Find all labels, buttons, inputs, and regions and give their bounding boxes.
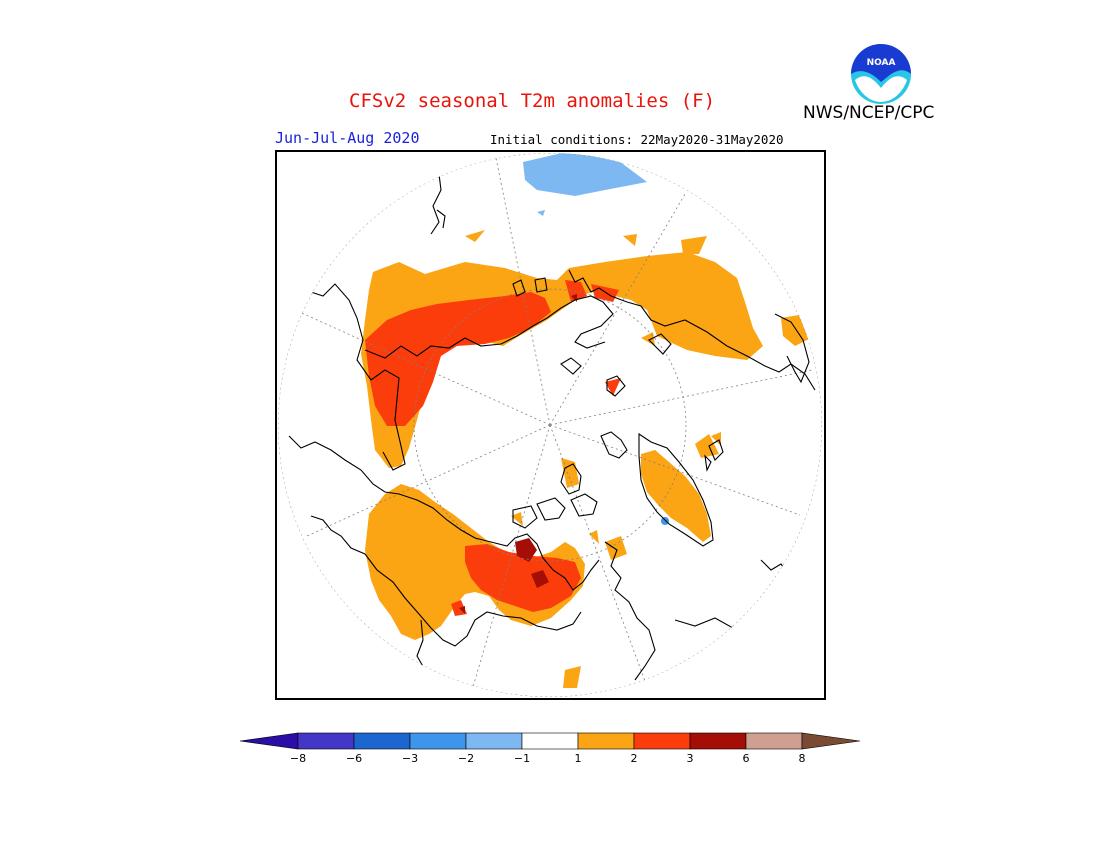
- colorbar-arrow-low: [239, 732, 299, 750]
- colorbar-tick-label: −3: [401, 752, 419, 765]
- anomaly-region-1-2: [641, 450, 711, 542]
- anomaly-region-3-6: [531, 570, 549, 588]
- anomaly-region-1-2: [589, 530, 599, 544]
- season-label: Jun-Jul-Aug 2020: [275, 129, 420, 147]
- noaa-logo: NOAA: [851, 44, 911, 104]
- colorbar-tick-label: 3: [686, 752, 694, 765]
- organization-label: NWS/NCEP/CPC: [803, 103, 935, 123]
- anomaly-region-3-6: [515, 538, 537, 562]
- colorbar-arrow-high: [801, 732, 861, 750]
- chart-title: CFSv2 seasonal T2m anomalies (F): [349, 90, 716, 112]
- colorbar-tick-label: −6: [345, 752, 363, 765]
- anomaly-region-1-2: [711, 432, 721, 446]
- colorbar-swatch: [409, 732, 467, 750]
- anomaly-map: [275, 150, 826, 700]
- anomaly-region-1-2: [605, 536, 627, 560]
- anomaly-region-1-2: [689, 302, 741, 342]
- anomaly-region-1-2: [511, 512, 523, 526]
- colorbar: [239, 732, 861, 750]
- anomaly-region-1-2: [425, 592, 435, 606]
- colorbar-swatch: [689, 732, 747, 750]
- anomaly-region-1-2: [681, 236, 707, 254]
- colorbar-swatch: [633, 732, 691, 750]
- colorbar-tick-label: 6: [742, 752, 750, 765]
- colorbar-tick-label: −8: [289, 752, 307, 765]
- svg-text:NOAA: NOAA: [867, 58, 896, 68]
- colorbar-swatch: [521, 732, 579, 750]
- anomaly-region-1-2: [465, 230, 485, 242]
- colorbar-swatch: [745, 732, 803, 750]
- anomaly-region-2-3: [365, 292, 551, 426]
- anomaly-patch-negative: [537, 210, 545, 216]
- colorbar-tick-label: 2: [630, 752, 638, 765]
- colorbar-swatch: [577, 732, 635, 750]
- anomaly-patch-negative: [523, 153, 647, 196]
- anomaly-region-2-3: [565, 280, 587, 302]
- colorbar-tick-label: 1: [574, 752, 582, 765]
- initial-conditions-label: Initial conditions: 22May2020-31May2020: [490, 132, 784, 147]
- colorbar-swatch: [297, 732, 355, 750]
- colorbar-swatch: [353, 732, 411, 750]
- colorbar-swatch: [465, 732, 523, 750]
- anomaly-region-1-2: [563, 666, 581, 688]
- anomaly-region-2-3: [483, 566, 497, 582]
- anomaly-region-1-2: [623, 234, 637, 246]
- anomaly-region-2-3: [605, 378, 621, 396]
- anomaly-region-1-2: [695, 434, 719, 458]
- colorbar-tick-label: −2: [457, 752, 475, 765]
- anomaly-region-3-6: [459, 606, 465, 614]
- anomaly-patch-negative: [661, 517, 669, 525]
- colorbar-tick-label: −1: [513, 752, 531, 765]
- colorbar-tick-label: 8: [798, 752, 806, 765]
